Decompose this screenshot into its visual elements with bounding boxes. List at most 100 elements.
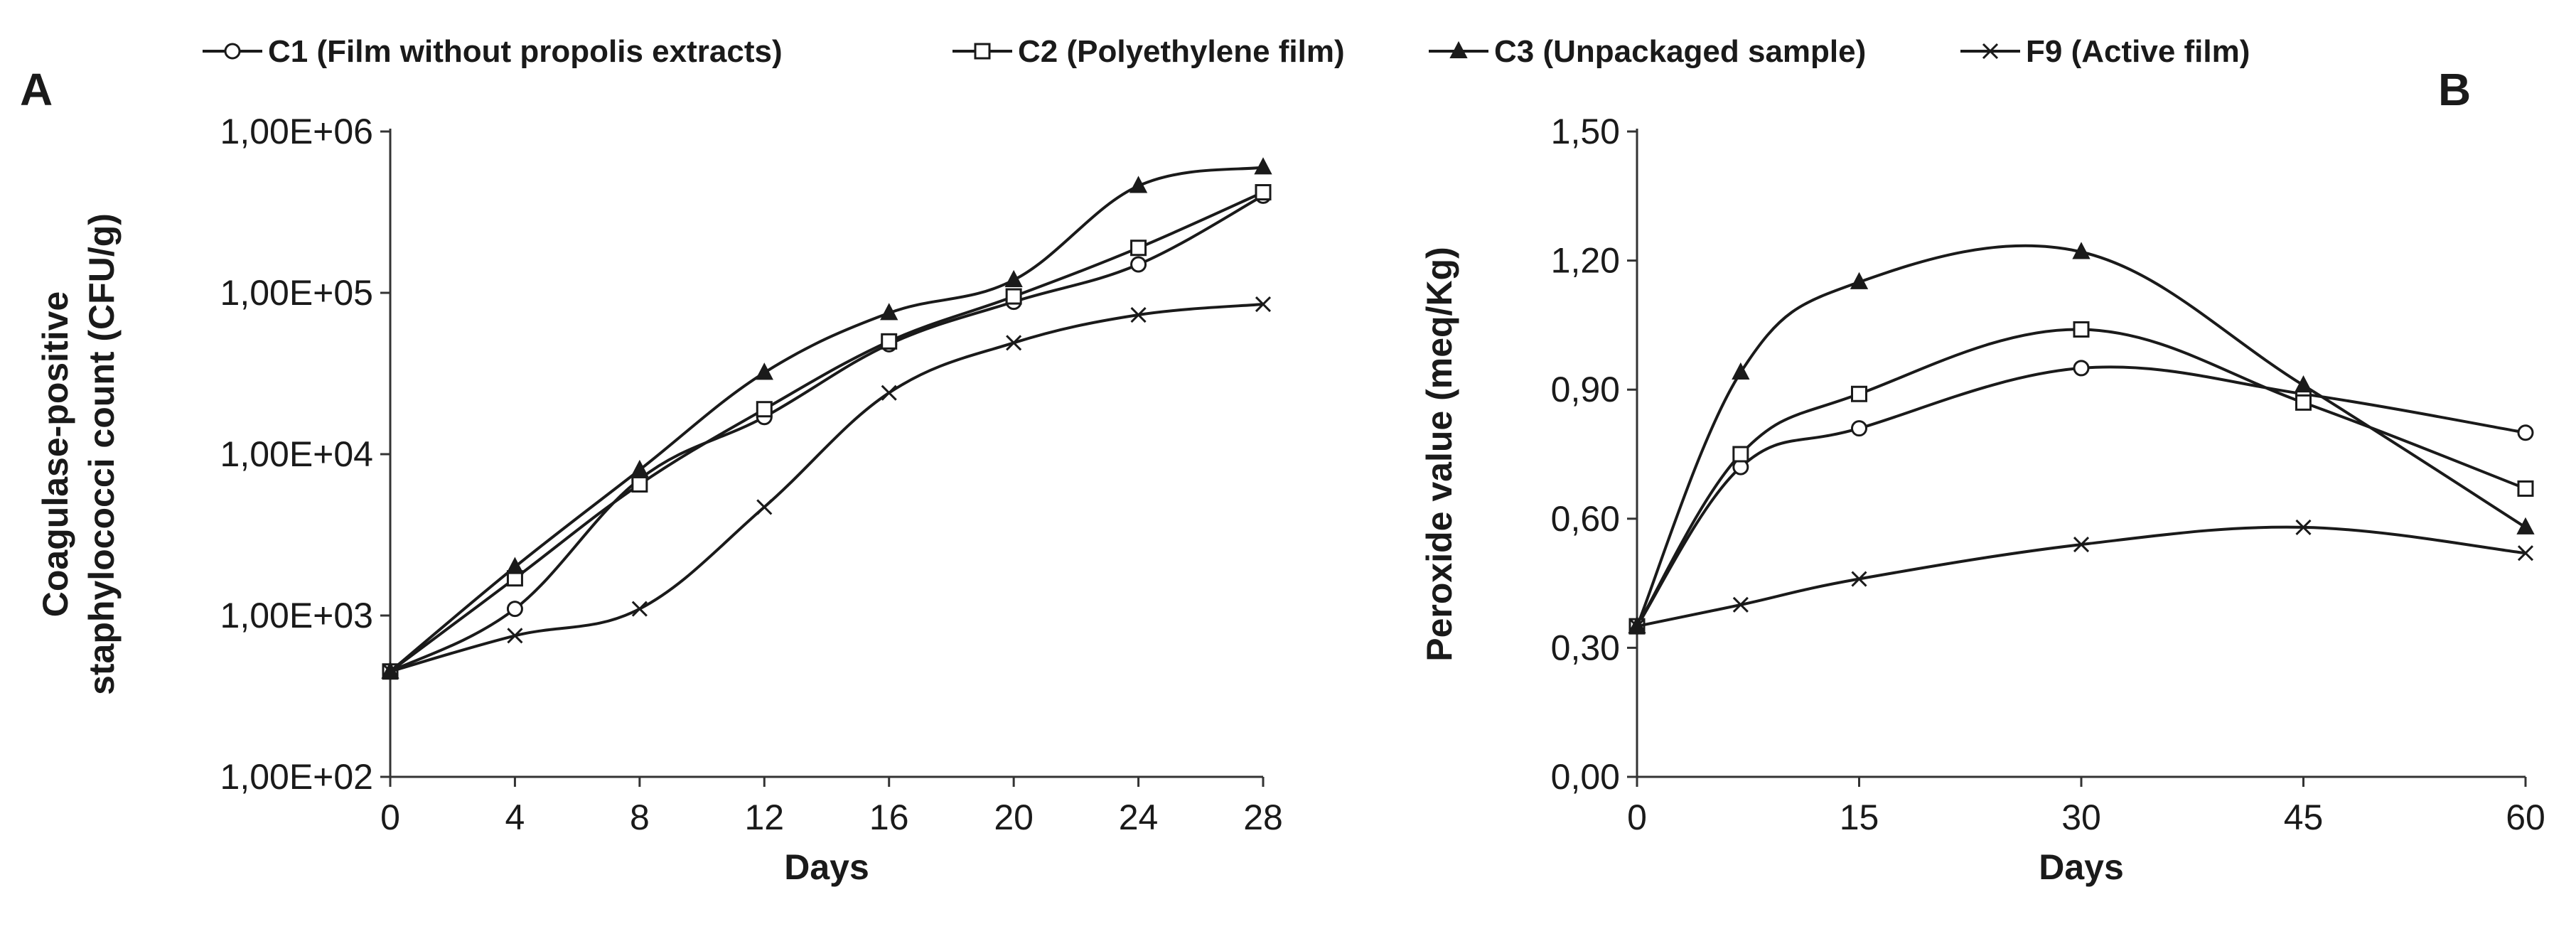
data-point-f9 xyxy=(1732,596,1749,613)
series-line-c1 xyxy=(1636,365,2526,628)
data-point-f9 xyxy=(1130,306,1147,323)
y-tick-label: 1,00E+03 xyxy=(220,596,373,635)
data-point-f9 xyxy=(1851,571,1867,587)
legend-item-f9: F9 (Active film) xyxy=(1960,34,2250,69)
y-tick-label: 1,00E+05 xyxy=(220,273,373,313)
data-point-c2 xyxy=(2295,394,2312,411)
series-line-c2 xyxy=(389,190,1264,673)
data-point-f9 xyxy=(756,499,773,515)
data-point-c1 xyxy=(2517,424,2534,441)
x-tick-label: 0 xyxy=(380,797,400,837)
circle-marker-icon xyxy=(224,43,241,60)
data-point-c3 xyxy=(755,362,773,380)
x-tick-label: 16 xyxy=(869,797,909,837)
panel-b: B 0,00 0,30 0,60 0,90 1,20 1,50 0 15 30 45 60 Days Pe… xyxy=(1420,64,2545,887)
data-point-c3 xyxy=(505,557,525,574)
data-point-c3 xyxy=(1732,362,1750,380)
data-point-c2 xyxy=(2517,480,2534,497)
data-point-c3 xyxy=(630,459,649,477)
y-tick-label: 1,00E+04 xyxy=(220,434,373,474)
panel-letter: B xyxy=(2438,64,2471,115)
x-tick-label: 12 xyxy=(744,797,784,837)
x-tick-label: 60 xyxy=(2506,797,2545,837)
series-line-f9 xyxy=(390,303,1264,673)
y-tick-label: 0,90 xyxy=(1551,370,1620,409)
x-axis-label: Days xyxy=(784,847,869,887)
data-point-f9 xyxy=(382,663,399,679)
data-point-c2 xyxy=(1130,240,1147,257)
data-point-f9 xyxy=(1255,296,1272,313)
data-point-c3 xyxy=(1254,157,1272,175)
data-point-c3 xyxy=(2294,375,2313,393)
x-tick-label: 0 xyxy=(1627,797,1647,837)
x-axis-label: Days xyxy=(2039,847,2124,887)
data-point-c3 xyxy=(1129,176,1148,193)
x-tick-label: 8 xyxy=(630,797,650,837)
x-tick-label: 4 xyxy=(505,797,525,837)
y-tick-label: 1,50 xyxy=(1551,112,1620,151)
series-line-c3 xyxy=(389,166,1264,673)
series-line-c1 xyxy=(390,194,1264,673)
data-point-c1 xyxy=(1851,420,1867,437)
data-point-f9 xyxy=(1006,335,1022,351)
series-f9 xyxy=(382,296,1272,679)
legend: C1 (Film without propolis extracts) C2 (P… xyxy=(203,34,2250,69)
series-line-c2 xyxy=(1636,328,2526,628)
series-line-f9 xyxy=(1636,525,2526,628)
square-marker-icon xyxy=(974,43,991,60)
legend-item-c2: C2 (Polyethylene film) xyxy=(952,34,1345,69)
data-point-c3 xyxy=(2516,517,2535,534)
legend-label: C3 (Unpackaged sample) xyxy=(1494,34,1866,69)
y-tick-label: 0,60 xyxy=(1551,499,1620,539)
y-tick-label: 1,20 xyxy=(1551,241,1620,281)
series-line-c3 xyxy=(1636,244,2527,627)
data-point-c2 xyxy=(631,476,648,493)
panel-a: A 1,00E+02 1,00E+03 1,00E+04 1,00E+05 1,00E+0… xyxy=(20,64,1283,887)
data-point-f9 xyxy=(507,628,523,644)
y-axis-label-line1: Coagulase-positive xyxy=(36,291,75,617)
legend-item-c1: C1 (Film without propolis extracts) xyxy=(203,34,783,69)
data-point-c1 xyxy=(506,601,523,618)
x-tick-label: 45 xyxy=(2284,797,2324,837)
x-tick-label: 30 xyxy=(2061,797,2101,837)
y-tick-label: 1,00E+02 xyxy=(220,757,373,797)
legend-item-c3: C3 (Unpackaged sample) xyxy=(1429,34,1866,69)
legend-label: C1 (Film without propolis extracts) xyxy=(268,34,783,69)
x-tick-label: 20 xyxy=(994,797,1034,837)
triangle-marker-icon xyxy=(1449,41,1468,58)
data-point-c3 xyxy=(1004,269,1023,288)
y-tick-label: 0,30 xyxy=(1551,628,1620,667)
data-point-c2 xyxy=(1851,385,1867,402)
data-point-c2 xyxy=(756,401,773,418)
x-marker-icon xyxy=(1982,43,1999,60)
data-point-c2 xyxy=(1005,288,1022,305)
legend-label: F9 (Active film) xyxy=(2026,34,2250,69)
data-point-f9 xyxy=(881,385,897,401)
y-axis-label: Peroxide value (meq/Kg) xyxy=(1420,247,1459,662)
series-c2 xyxy=(1628,321,2534,635)
data-point-c3 xyxy=(1850,272,1869,289)
series-c1 xyxy=(382,187,1272,680)
data-point-c3 xyxy=(880,303,898,321)
series-c1 xyxy=(1628,360,2534,635)
data-point-c1 xyxy=(1130,256,1147,273)
x-tick-label: 28 xyxy=(1243,797,1283,837)
data-point-f9 xyxy=(1628,618,1646,635)
y-tick-label: 1,00E+06 xyxy=(220,112,373,151)
data-point-f9 xyxy=(2073,537,2090,553)
y-tick-label: 0,00 xyxy=(1551,757,1620,797)
series-c3 xyxy=(381,157,1272,679)
data-point-c2 xyxy=(1732,446,1749,463)
data-point-c3 xyxy=(2072,242,2091,259)
data-point-c2 xyxy=(881,333,898,350)
x-tick-label: 15 xyxy=(1840,797,1879,837)
panel-letter: A xyxy=(20,64,53,115)
series-c3 xyxy=(1628,242,2535,634)
x-tick-label: 24 xyxy=(1119,797,1159,837)
legend-label: C2 (Polyethylene film) xyxy=(1018,34,1345,69)
data-point-f9 xyxy=(2295,519,2312,535)
series-f9 xyxy=(1628,519,2534,635)
data-point-f9 xyxy=(2517,545,2534,562)
y-axis-label-line2: staphylococci count (CFU/g) xyxy=(82,213,122,695)
